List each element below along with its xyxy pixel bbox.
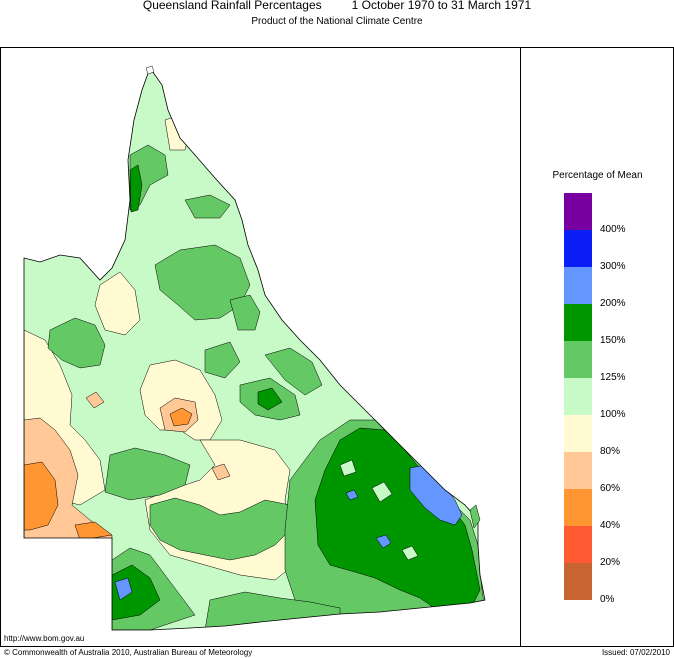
- legend-swatch: [564, 193, 592, 230]
- region-80-100-northwest: [94, 271, 141, 336]
- region-100-125-southeast-a: [371, 481, 393, 503]
- map-subtitle: Product of the National Climate Centre: [251, 16, 423, 27]
- region-100-125-southeast-c: [339, 459, 357, 477]
- legend-swatch: [564, 489, 592, 526]
- region-200-300-small-a: [375, 534, 392, 549]
- region-200-300-small-b: [345, 489, 359, 501]
- legend-label: 0%: [600, 594, 615, 605]
- legend-label: 80%: [600, 446, 621, 457]
- issued-date: Issued: 07/02/2010: [601, 648, 670, 657]
- legend-label: 300%: [600, 261, 626, 272]
- island-north: [145, 65, 155, 75]
- region-40-60-southwest: [74, 521, 113, 541]
- legend-swatch: [564, 452, 592, 489]
- legend-label: 400%: [600, 224, 626, 235]
- legend-label: 40%: [600, 520, 621, 531]
- region-125-150-east-coast: [264, 347, 323, 396]
- legend-label: 200%: [600, 298, 626, 309]
- legend-swatch: [564, 341, 592, 378]
- region-150-200-cape: [129, 164, 143, 213]
- island-east: [469, 504, 481, 529]
- legend-swatch: [564, 378, 592, 415]
- copyright-text: © Commonwealth of Australia 2010, Austra…: [4, 648, 253, 657]
- region-125-150-northwest: [47, 317, 106, 369]
- region-60-80-small-a: [85, 391, 105, 409]
- legend-label: 20%: [600, 557, 621, 568]
- map-title: Queensland Rainfall Percentages 1 Octobe…: [142, 0, 532, 12]
- region-40-60-central: [169, 407, 193, 427]
- legend-swatch: [564, 526, 592, 563]
- queensland-rainfall-map: [23, 65, 486, 631]
- legend-label: 150%: [600, 335, 626, 346]
- legend-swatch: [564, 267, 592, 304]
- legend-divider: [520, 47, 521, 647]
- region-200-300-far-southwest: [114, 577, 133, 601]
- region-150-200-central-east: [257, 387, 283, 411]
- legend-swatch: [564, 415, 592, 452]
- legend-label: 100%: [600, 409, 626, 420]
- region-125-150-central-south: [104, 447, 191, 501]
- region-60-80-small-b: [211, 463, 231, 481]
- source-url[interactable]: http://www.bom.gov.au: [4, 634, 85, 643]
- region-150-200-southeast: [314, 427, 481, 613]
- legend-title: Percentage of Mean: [552, 170, 643, 181]
- region-125-150-cape-east: [184, 194, 231, 219]
- region-40-60-west: [24, 461, 59, 531]
- legend-color-bar: [564, 193, 592, 600]
- legend-label: 125%: [600, 372, 626, 383]
- region-125-150-central-coast: [204, 341, 241, 379]
- legend-swatch: [564, 563, 592, 600]
- legend-label: 60%: [600, 483, 621, 494]
- region-100-125-southeast-b: [401, 545, 419, 561]
- legend-swatch: [564, 230, 592, 267]
- legend-swatch: [564, 304, 592, 341]
- region-125-150-north-coast: [229, 294, 261, 331]
- queensland-outline: [23, 67, 486, 631]
